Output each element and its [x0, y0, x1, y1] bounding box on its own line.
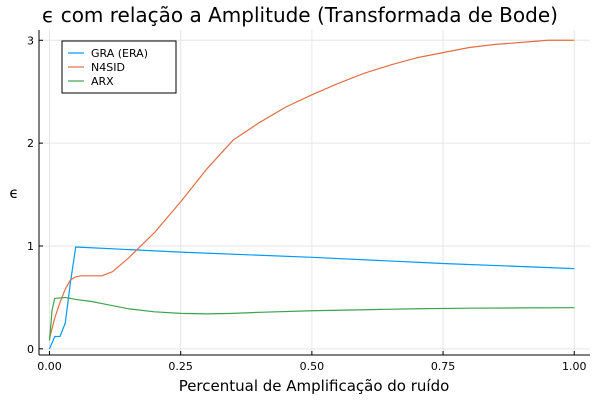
x-tick-label: 0.75: [431, 360, 456, 373]
series-line-arx: [48, 296, 575, 341]
chart-title: ϵ com relação a Amplitude (Transformada …: [42, 3, 558, 27]
x-tick-label: 1.00: [562, 360, 587, 373]
legend-label: ARX: [91, 75, 114, 88]
axes: 0.00 0.25 0.50 0.75 1.00 0 1 2 3: [27, 30, 590, 373]
legend-label: N4SID: [91, 61, 125, 74]
y-tick-label: 2: [27, 137, 34, 150]
x-tick-label: 0.00: [37, 360, 62, 373]
y-tick-label: 1: [27, 240, 34, 253]
grid: [39, 30, 590, 355]
y-tick-label: 0: [27, 343, 34, 356]
x-tick-label: 0.50: [300, 360, 325, 373]
series-group: [48, 39, 575, 350]
series-line-n4sid: [48, 39, 575, 339]
x-tick-label: 0.25: [168, 360, 193, 373]
y-axis-label: ϵ: [9, 184, 18, 202]
legend-label: GRA (ERA): [91, 47, 148, 60]
y-tick-label: 3: [27, 34, 34, 47]
series-line-gra-era: [48, 246, 575, 350]
x-axis-label: Percentual de Amplificação do ruído: [179, 377, 450, 395]
